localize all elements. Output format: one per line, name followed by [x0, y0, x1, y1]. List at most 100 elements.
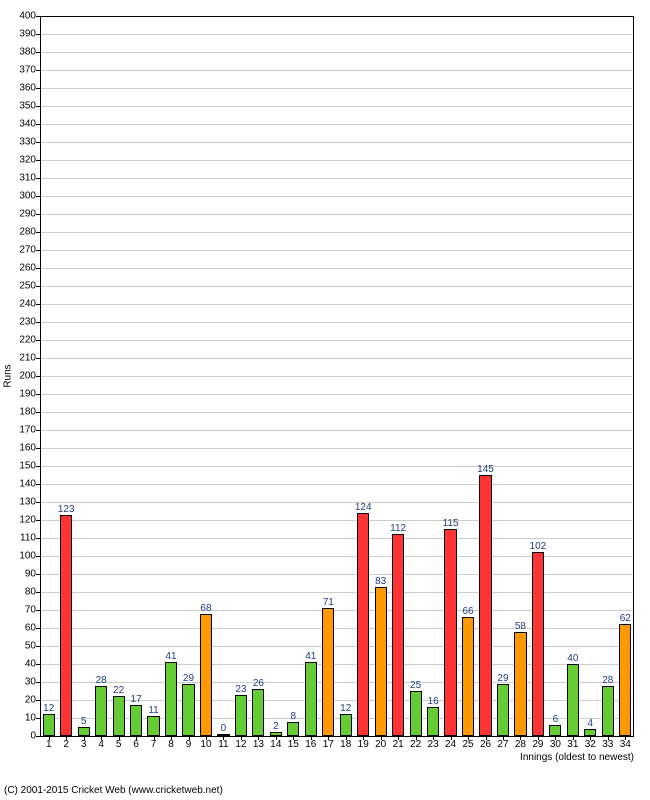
bar-value-label: 23	[235, 684, 246, 696]
x-tick-label: 18	[340, 736, 351, 750]
y-tick-label: 260	[19, 263, 40, 274]
x-tick-label: 32	[585, 736, 596, 750]
x-tick-label: 29	[532, 736, 543, 750]
x-tick-label: 22	[410, 736, 421, 750]
bar-value-label: 11	[148, 705, 158, 717]
bar-value-label: 28	[96, 675, 107, 687]
right-axis-line	[633, 16, 634, 736]
x-tick-label: 27	[497, 736, 508, 750]
y-tick-label: 60	[25, 623, 40, 634]
grid-line	[40, 286, 634, 287]
grid-line	[40, 610, 634, 611]
grid-line	[40, 214, 634, 215]
x-tick-label: 9	[186, 736, 192, 750]
y-tick-label: 160	[19, 443, 40, 454]
x-tick-label: 26	[480, 736, 491, 750]
bar: 29	[497, 684, 509, 736]
y-tick-label: 180	[19, 407, 40, 418]
bar-value-label: 29	[497, 673, 508, 685]
x-tick-label: 14	[270, 736, 281, 750]
bar-value-label: 112	[390, 523, 406, 535]
x-tick-label: 25	[462, 736, 473, 750]
x-tick-label: 2	[63, 736, 69, 750]
bar: 4	[584, 729, 596, 736]
x-tick-label: 19	[358, 736, 369, 750]
grid-line	[40, 250, 634, 251]
grid-line	[40, 340, 634, 341]
grid-line	[40, 304, 634, 305]
grid-line	[40, 412, 634, 413]
bar: 5	[78, 727, 90, 736]
grid-line	[40, 520, 634, 521]
bar-value-label: 123	[58, 504, 75, 516]
x-tick-label: 16	[305, 736, 316, 750]
x-tick-label: 28	[515, 736, 526, 750]
left-axis-line	[40, 16, 41, 736]
bar-value-label: 25	[410, 680, 421, 692]
bar-value-label: 83	[375, 576, 386, 588]
y-tick-label: 370	[19, 65, 40, 76]
y-tick-label: 230	[19, 317, 40, 328]
grid-line	[40, 106, 634, 107]
y-tick-label: 210	[19, 353, 40, 364]
grid-line	[40, 592, 634, 593]
bar-value-label: 12	[340, 703, 351, 715]
y-tick-label: 200	[19, 371, 40, 382]
copyright-text: (C) 2001-2015 Cricket Web (www.cricketwe…	[4, 785, 223, 796]
grid-line	[40, 232, 634, 233]
y-tick-label: 130	[19, 497, 40, 508]
y-tick-label: 120	[19, 515, 40, 526]
bar-value-label: 41	[305, 651, 316, 663]
grid-line	[40, 268, 634, 269]
bar: 83	[375, 587, 387, 736]
bar: 28	[602, 686, 614, 736]
bar: 8	[287, 722, 299, 736]
grid-line	[40, 736, 634, 737]
bar-value-label: 68	[200, 603, 211, 615]
x-tick-label: 15	[288, 736, 299, 750]
bar: 23	[235, 695, 247, 736]
grid-line	[40, 34, 634, 35]
bar-value-label: 0	[221, 723, 227, 735]
bar: 25	[410, 691, 422, 736]
grid-line	[40, 52, 634, 53]
grid-line	[40, 376, 634, 377]
bar-value-label: 145	[477, 464, 494, 476]
bar: 11	[147, 716, 159, 736]
bar: 6	[549, 725, 561, 736]
bar-value-label: 28	[602, 675, 613, 687]
grid-line	[40, 484, 634, 485]
bar: 17	[130, 705, 142, 736]
y-tick-label: 170	[19, 425, 40, 436]
bar-value-label: 124	[355, 502, 372, 514]
bar: 115	[444, 529, 456, 736]
bar-value-label: 2	[273, 721, 279, 733]
x-tick-label: 20	[375, 736, 386, 750]
grid-line	[40, 88, 634, 89]
bar: 124	[357, 513, 369, 736]
bar: 40	[567, 664, 579, 736]
grid-line	[40, 556, 634, 557]
plot-area: 0102030405060708090100110120130140150160…	[40, 16, 634, 736]
grid-line	[40, 178, 634, 179]
y-tick-label: 310	[19, 173, 40, 184]
bar-value-label: 66	[462, 606, 473, 618]
bar-value-label: 6	[553, 714, 559, 726]
y-tick-label: 0	[30, 731, 40, 742]
x-tick-label: 13	[253, 736, 264, 750]
grid-line	[40, 646, 634, 647]
bar: 41	[165, 662, 177, 736]
bar-value-label: 22	[113, 685, 124, 697]
bar-value-label: 29	[183, 673, 194, 685]
y-tick-label: 50	[25, 641, 40, 652]
y-tick-label: 390	[19, 29, 40, 40]
y-tick-label: 90	[25, 569, 40, 580]
bar-value-label: 8	[291, 711, 297, 723]
grid-line	[40, 682, 634, 683]
bar-value-label: 58	[515, 621, 526, 633]
x-tick-label: 11	[218, 736, 228, 750]
y-tick-label: 360	[19, 83, 40, 94]
y-tick-label: 40	[25, 659, 40, 670]
bar: 12	[340, 714, 352, 736]
grid-line	[40, 628, 634, 629]
